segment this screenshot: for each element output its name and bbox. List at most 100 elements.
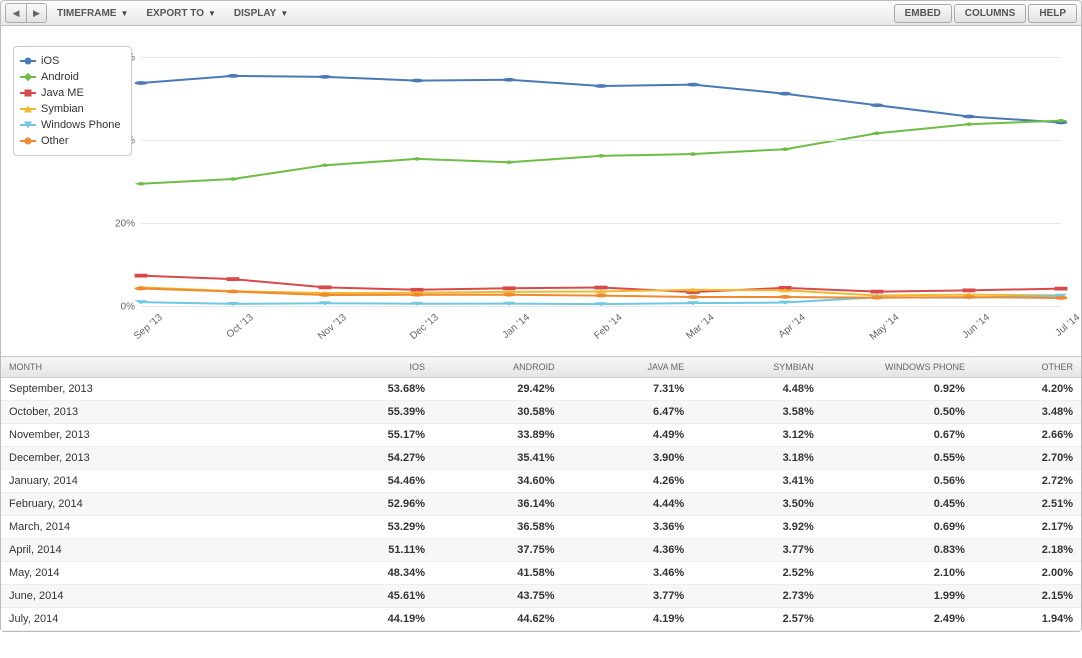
- x-axis-label: Apr '14: [777, 312, 808, 341]
- table-cell: 44.62%: [433, 608, 563, 631]
- table-row: June, 201445.61%43.75%3.77%2.73%1.99%2.1…: [1, 585, 1081, 608]
- chart-data-point[interactable]: [135, 182, 148, 186]
- chart-data-point[interactable]: [687, 152, 700, 156]
- chart-data-point[interactable]: [319, 75, 332, 79]
- gridline: 40%: [141, 140, 1061, 141]
- table-cell: 35.41%: [433, 447, 563, 470]
- legend-item[interactable]: Other: [20, 133, 121, 149]
- chart-data-point[interactable]: [779, 295, 792, 299]
- chart-data-point[interactable]: [963, 288, 976, 292]
- timeframe-dropdown[interactable]: TIMEFRAME ▼: [49, 5, 136, 22]
- table-cell: 53.68%: [303, 378, 433, 401]
- gridline: 60%: [141, 57, 1061, 58]
- chart-data-point[interactable]: [319, 293, 332, 297]
- gridline: 0%: [141, 306, 1061, 307]
- table-header-cell[interactable]: OTHER: [973, 357, 1081, 378]
- chart-data-point[interactable]: [411, 293, 424, 297]
- table-header-cell[interactable]: IOS: [303, 357, 433, 378]
- table-row: January, 201454.46%34.60%4.26%3.41%0.56%…: [1, 470, 1081, 493]
- export-label: EXPORT TO: [146, 8, 204, 19]
- legend-item[interactable]: Java ME: [20, 85, 121, 101]
- data-table-wrap: MONTHIOSANDROIDJAVA MESYMBIANWINDOWS PHO…: [0, 356, 1082, 632]
- table-cell: 0.50%: [822, 401, 973, 424]
- table-row: September, 201353.68%29.42%7.31%4.48%0.9…: [1, 378, 1081, 401]
- table-row: March, 201453.29%36.58%3.36%3.92%0.69%2.…: [1, 516, 1081, 539]
- chart-data-point[interactable]: [319, 285, 332, 289]
- chart-data-point[interactable]: [411, 79, 424, 83]
- chart-data-point[interactable]: [595, 294, 608, 298]
- gridline: 20%: [141, 223, 1061, 224]
- table-cell: 0.92%: [822, 378, 973, 401]
- nav-next-button[interactable]: ▶: [26, 4, 46, 22]
- legend-label: Other: [41, 135, 69, 147]
- chart-data-point[interactable]: [687, 295, 700, 299]
- chart-data-point[interactable]: [227, 74, 240, 78]
- table-cell: 0.45%: [822, 493, 973, 516]
- display-label: DISPLAY: [234, 8, 276, 19]
- chart-data-point[interactable]: [963, 115, 976, 119]
- legend-label: Android: [41, 71, 79, 83]
- chart-data-point[interactable]: [135, 81, 148, 85]
- help-button[interactable]: HELP: [1028, 4, 1077, 23]
- chart-data-point[interactable]: [135, 274, 148, 278]
- table-header-cell[interactable]: MONTH: [1, 357, 303, 378]
- table-cell: 43.75%: [433, 585, 563, 608]
- chart-data-point[interactable]: [503, 293, 516, 297]
- chart-data-point[interactable]: [963, 295, 976, 299]
- x-axis-label: Jul '14: [1053, 312, 1082, 339]
- table-cell: 4.36%: [563, 539, 693, 562]
- table-cell: 3.36%: [563, 516, 693, 539]
- table-header-cell[interactable]: JAVA ME: [563, 357, 693, 378]
- legend-item[interactable]: iOS: [20, 53, 121, 69]
- display-dropdown[interactable]: DISPLAY ▼: [226, 5, 296, 22]
- table-body: September, 201353.68%29.42%7.31%4.48%0.9…: [1, 378, 1081, 631]
- export-dropdown[interactable]: EXPORT TO ▼: [138, 5, 224, 22]
- chart-data-point[interactable]: [411, 157, 424, 161]
- x-axis-label: Feb '14: [592, 312, 624, 342]
- table-cell: 0.55%: [822, 447, 973, 470]
- table-row: December, 201354.27%35.41%3.90%3.18%0.55…: [1, 447, 1081, 470]
- timeframe-label: TIMEFRAME: [57, 8, 116, 19]
- chart-data-point[interactable]: [779, 92, 792, 96]
- chart-data-point[interactable]: [503, 286, 516, 290]
- embed-button[interactable]: EMBED: [894, 4, 952, 23]
- chart-data-point[interactable]: [1055, 287, 1068, 291]
- table-cell: 3.77%: [563, 585, 693, 608]
- chart-data-point[interactable]: [135, 287, 148, 291]
- chart-data-point[interactable]: [227, 277, 240, 281]
- toolbar: ◀ ▶ TIMEFRAME ▼ EXPORT TO ▼ DISPLAY ▼ EM…: [0, 0, 1082, 26]
- chart-data-point[interactable]: [503, 160, 516, 164]
- x-axis-label: Dec '13: [408, 312, 441, 342]
- table-cell: September, 2013: [1, 378, 303, 401]
- table-cell: 1.99%: [822, 585, 973, 608]
- legend-item[interactable]: Android: [20, 69, 121, 85]
- legend-item[interactable]: Windows Phone: [20, 117, 121, 133]
- table-header-cell[interactable]: ANDROID: [433, 357, 563, 378]
- chart-data-point[interactable]: [595, 84, 608, 88]
- chevron-down-icon: ▼: [120, 9, 128, 18]
- table-header-cell[interactable]: SYMBIAN: [692, 357, 822, 378]
- chart-data-point[interactable]: [595, 286, 608, 290]
- table-header-cell[interactable]: WINDOWS PHONE: [822, 357, 973, 378]
- table-cell: 2.17%: [973, 516, 1081, 539]
- table-cell: 34.60%: [433, 470, 563, 493]
- chart-data-point[interactable]: [871, 290, 884, 294]
- chart-data-point[interactable]: [503, 78, 516, 82]
- chart-data-point[interactable]: [227, 290, 240, 294]
- chart-data-point[interactable]: [1055, 296, 1068, 300]
- legend-item[interactable]: Symbian: [20, 101, 121, 117]
- table-cell: 3.90%: [563, 447, 693, 470]
- chart-data-point[interactable]: [871, 296, 884, 300]
- legend-label: Windows Phone: [41, 119, 121, 131]
- chart-series-line: [141, 121, 1061, 184]
- chart-data-point[interactable]: [595, 154, 608, 158]
- table-row: April, 201451.11%37.75%4.36%3.77%0.83%2.…: [1, 539, 1081, 562]
- chart-data-point[interactable]: [871, 103, 884, 107]
- table-cell: 2.72%: [973, 470, 1081, 493]
- nav-prev-button[interactable]: ◀: [6, 4, 26, 22]
- table-header-row: MONTHIOSANDROIDJAVA MESYMBIANWINDOWS PHO…: [1, 357, 1081, 378]
- columns-button[interactable]: COLUMNS: [954, 4, 1027, 23]
- table-cell: 55.17%: [303, 424, 433, 447]
- chart-data-point[interactable]: [687, 83, 700, 87]
- table-cell: 4.26%: [563, 470, 693, 493]
